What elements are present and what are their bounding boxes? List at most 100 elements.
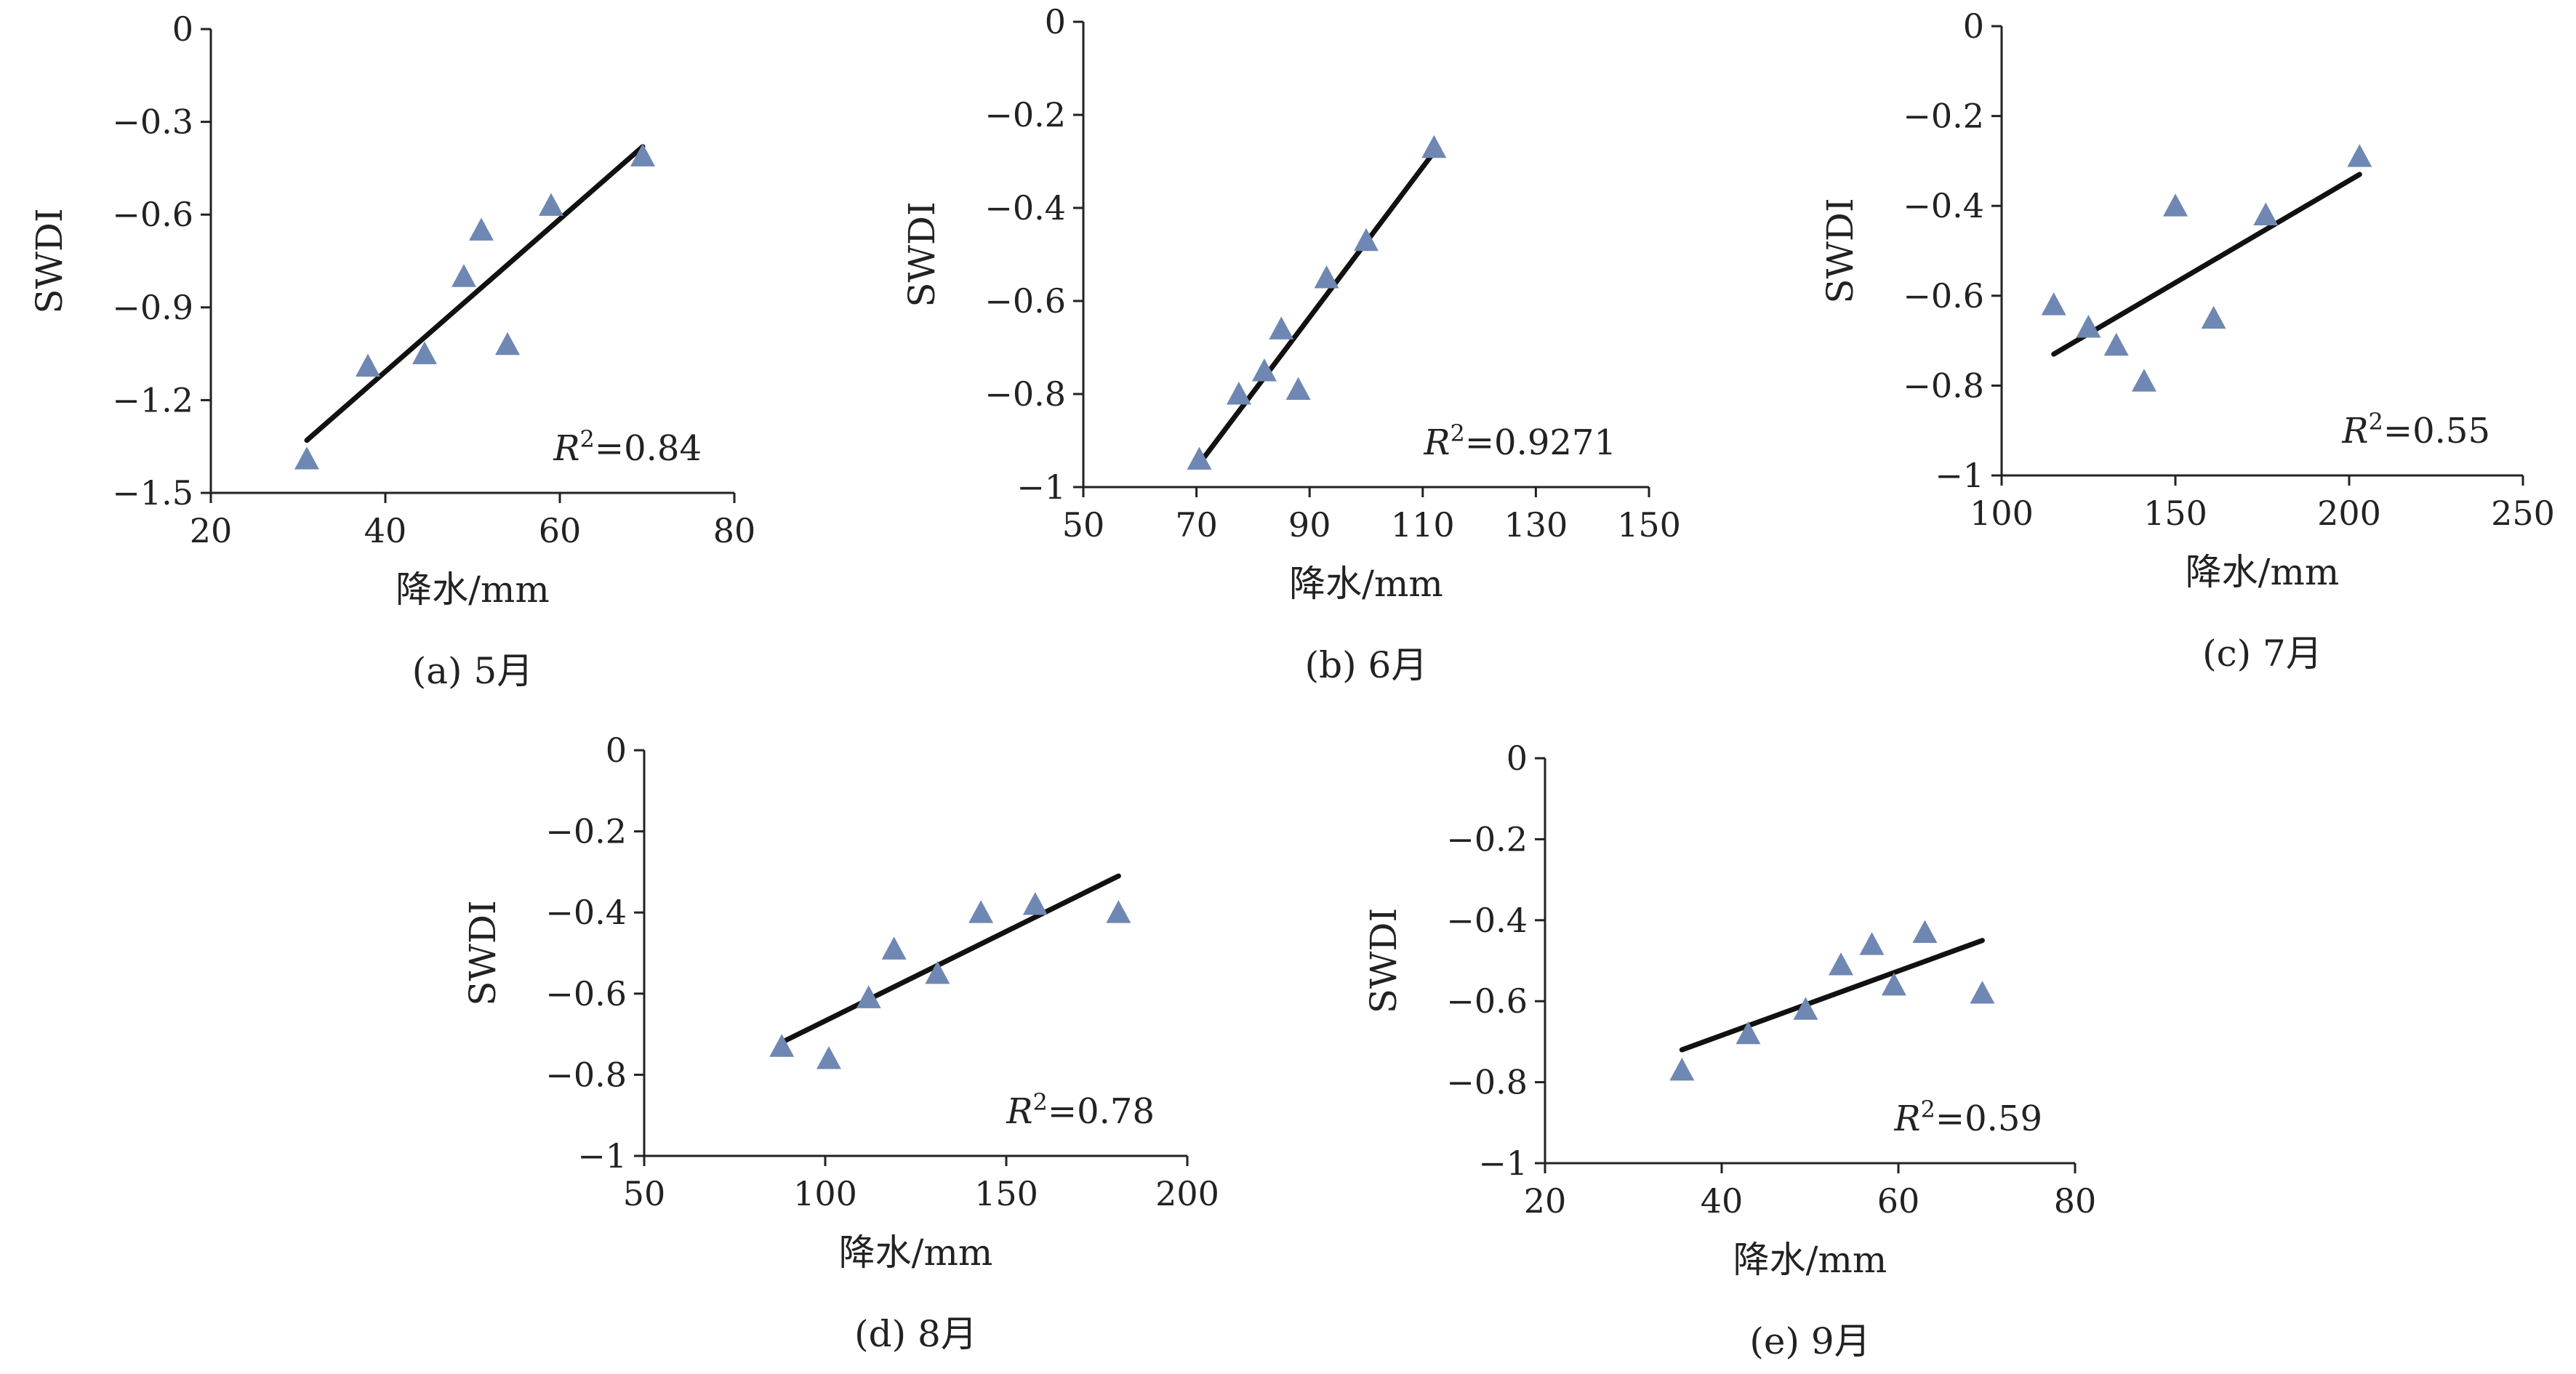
panel-b-data-point: [1269, 316, 1294, 340]
panel-b-y-tick-label: −0.8: [984, 374, 1066, 414]
panel-a-data-point: [452, 264, 476, 287]
panel-a-y-tick-label: −0.3: [112, 103, 193, 142]
panel-c-data-point: [2163, 193, 2188, 217]
panel-d-data-point: [925, 960, 950, 984]
panel-d-trendline: [779, 873, 1121, 1045]
panel-a-trendline: [304, 144, 646, 443]
panel-b-x-tick-label: 70: [1175, 505, 1218, 545]
panel-b-y-tick-label: −0.2: [984, 95, 1066, 134]
panel-d-caption: (d) 8月: [854, 1313, 977, 1355]
panel-e-data-point: [1881, 972, 1906, 996]
panel-d-x-tick-label: 50: [623, 1174, 666, 1213]
panel-a-data-point: [539, 193, 563, 216]
panel-c-data-point: [2076, 315, 2101, 338]
panel-c-data-point: [2253, 202, 2279, 226]
panel-b-y-tick-label: −0.6: [984, 281, 1066, 321]
panel-c-y-tick-label: −0.4: [1903, 186, 1984, 225]
panel-b-data-point: [1314, 265, 1339, 289]
panel-a-y-axis-label: SWDI: [28, 208, 71, 313]
panel-a-data-point: [469, 217, 494, 241]
panel-d-data-point: [1106, 900, 1131, 923]
panel-e-data-point: [1736, 1021, 1761, 1045]
panel-d-data-point: [816, 1046, 841, 1069]
panel-e-data-point: [1859, 932, 1885, 955]
panel-c-x-tick-label: 150: [2143, 494, 2207, 533]
panel-c-y-tick-label: −0.2: [1903, 97, 1984, 136]
panel-c-caption: (c) 7月: [2202, 632, 2322, 675]
panel-a-r2-label: R2=0.84: [553, 425, 702, 469]
panel-b-x-tick-label: 50: [1062, 505, 1105, 545]
panel-e-r2-label: R2=0.59: [1893, 1096, 2042, 1139]
panel-c-trendline: [2051, 172, 2362, 357]
panel-d-r2-label: R2=0.78: [1006, 1088, 1155, 1132]
panel-c-data-point: [2201, 305, 2226, 329]
panel-a-x-tick-label: 40: [364, 511, 407, 550]
panel-d-data-point: [1022, 892, 1048, 915]
panel-b-y-axis-label: SWDI: [901, 201, 943, 307]
panel-a-data-point: [356, 353, 380, 377]
panel-e-x-tick-label: 60: [1877, 1181, 1920, 1221]
panel-d-data-point: [769, 1034, 795, 1057]
panel-a-data-point: [495, 332, 520, 355]
panel-a-data-point: [294, 446, 319, 470]
panel-b-data-point: [1421, 134, 1447, 158]
panel-d-y-tick-label: −0.4: [545, 893, 627, 932]
panel-b-data-point: [1251, 358, 1277, 382]
panel-e-y-tick-label: −1: [1478, 1144, 1528, 1183]
panel-c-data-point: [2103, 332, 2129, 356]
panel-c-y-tick-label: −0.6: [1903, 276, 1984, 316]
panel-d-data-point: [881, 936, 907, 960]
panel-e-x-tick-label: 40: [1701, 1181, 1744, 1221]
panel-c-data-point: [2131, 369, 2156, 392]
panel-a-x-axis-label: 降水/mm: [396, 569, 550, 611]
panel-d-y-tick-label: −1: [577, 1136, 627, 1176]
panel-a-y-tick-label: 0: [172, 9, 193, 49]
panel-c-data-point: [2041, 292, 2066, 316]
panel-d-x-tick-label: 200: [1155, 1174, 1219, 1213]
panel-c-x-tick-label: 100: [1970, 494, 2034, 533]
panel-c-y-axis-label: SWDI: [1819, 198, 1861, 303]
panel-b-x-tick-label: 90: [1288, 505, 1331, 545]
panel-a-data-point: [630, 143, 655, 166]
panel-b-x-axis-label: 降水/mm: [1289, 563, 1443, 605]
panel-b-trendline: [1196, 149, 1437, 467]
panel-d-y-axis-label: SWDI: [462, 900, 504, 1005]
panel-a-data-point: [412, 341, 437, 365]
panel-c-y-tick-label: 0: [1963, 7, 1984, 46]
panel-d-y-tick-label: −0.2: [545, 812, 627, 851]
panel-d-x-tick-label: 100: [793, 1174, 857, 1213]
panel-d-y-tick-label: −0.8: [545, 1055, 627, 1094]
panel-e-data-point: [1793, 997, 1818, 1020]
panel-a-y-tick-label: −1.5: [112, 473, 193, 513]
panel-d-y-tick-label: 0: [606, 731, 627, 770]
panel-a-caption: (a) 5月: [412, 650, 534, 692]
panel-d-x-tick-label: 150: [974, 1174, 1038, 1213]
panel-e-x-axis-label: 降水/mm: [1733, 1239, 1887, 1281]
panel-e-y-tick-label: −0.2: [1446, 819, 1528, 859]
panel-e-x-tick-label: 20: [1524, 1181, 1567, 1221]
panel-b-y-tick-label: −1: [1016, 467, 1066, 507]
panel-c-x-axis-label: 降水/mm: [2186, 551, 2340, 593]
panel-b-x-tick-label: 110: [1391, 505, 1455, 545]
panel-b-data-point: [1187, 446, 1212, 470]
panel-c-r2-label: R2=0.55: [2341, 408, 2490, 451]
panel-c-data-point: [2347, 144, 2372, 167]
panel-e-data-point: [1669, 1057, 1695, 1081]
panel-b-data-point: [1285, 377, 1311, 401]
panel-b-y-tick-label: −0.4: [984, 188, 1066, 228]
panel-e-y-tick-label: −0.6: [1446, 981, 1528, 1021]
panel-e-data-point: [1912, 920, 1938, 943]
panel-a-y-tick-label: −0.9: [112, 288, 193, 327]
panel-e-trendline: [1679, 938, 1985, 1053]
panel-e-data-point: [1829, 952, 1854, 976]
panel-e-y-axis-label: SWDI: [1363, 908, 1405, 1013]
panel-b-caption: (b) 6月: [1305, 644, 1428, 686]
panel-a-x-tick-label: 60: [539, 511, 582, 550]
panel-c-x-tick-label: 200: [2317, 494, 2381, 533]
panel-b-data-point: [1354, 228, 1379, 252]
panel-d-data-point: [968, 900, 994, 923]
panel-e-y-tick-label: −0.4: [1446, 901, 1528, 940]
panel-a-x-tick-label: 80: [713, 511, 756, 550]
panel-c-y-tick-label: −0.8: [1903, 366, 1984, 405]
